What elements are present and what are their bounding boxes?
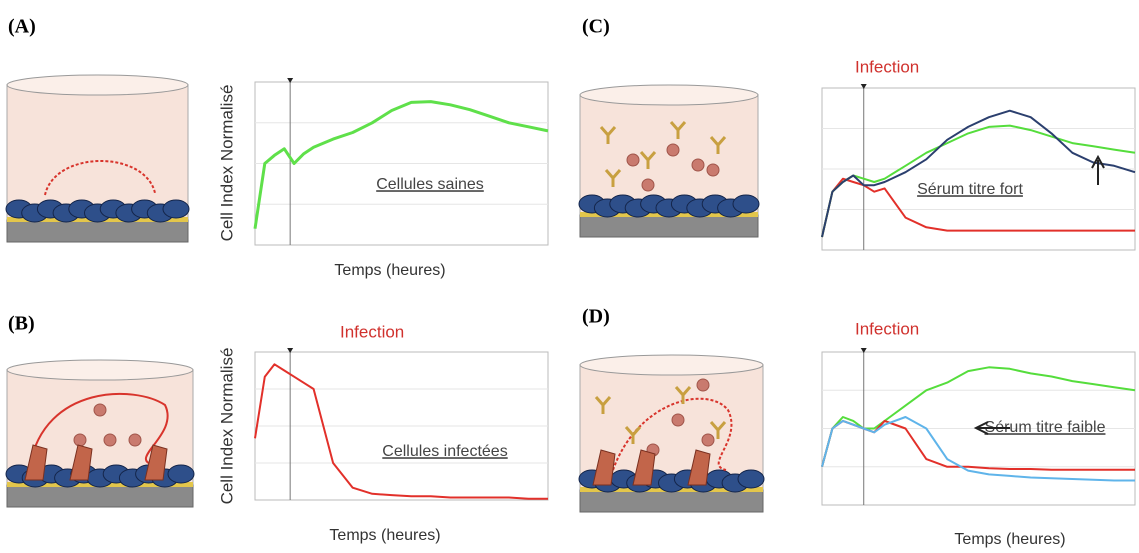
spread-outline <box>612 397 733 471</box>
antibody <box>674 386 692 404</box>
dish-base <box>6 219 189 243</box>
dish-base <box>579 214 759 238</box>
event-marker <box>860 84 867 89</box>
chart-title: Infection <box>855 319 919 338</box>
pointer-arrow <box>1091 154 1105 185</box>
virus <box>73 433 87 447</box>
chart-title: Infection <box>855 57 919 76</box>
dish-rim <box>579 84 759 106</box>
annotation: Sérum titre fort <box>917 181 1023 198</box>
antibody <box>594 396 612 414</box>
y-axis-label: Cell Index Normalisé <box>217 85 236 242</box>
infected-cell <box>69 444 93 481</box>
event-marker <box>860 348 867 353</box>
cell <box>162 199 190 219</box>
antibody <box>709 421 727 439</box>
infected-cell <box>144 444 168 481</box>
virus <box>626 153 640 167</box>
chart-title: Infection <box>340 322 404 341</box>
dish-base <box>6 484 194 508</box>
antibody <box>599 126 617 144</box>
cell <box>737 469 765 489</box>
pointer-arrow <box>973 421 1010 435</box>
annotation: Sérum titre faible <box>985 419 1106 436</box>
x-axis-label: Temps (heures) <box>954 531 1065 548</box>
virus <box>671 413 685 427</box>
cell <box>167 464 195 484</box>
infected-cell <box>592 449 616 486</box>
series-line <box>821 177 1135 238</box>
migration-arrow <box>44 160 156 196</box>
antibody <box>669 121 687 139</box>
illustration <box>578 354 765 513</box>
virus <box>691 158 705 172</box>
cell <box>732 194 760 214</box>
infected-cell <box>24 444 48 481</box>
illustration <box>578 84 760 238</box>
event-marker <box>287 78 294 83</box>
infected-cell <box>632 449 656 486</box>
spread-outline <box>29 392 169 466</box>
x-axis-label: Temps (heures) <box>329 527 440 544</box>
infected-cell <box>687 449 711 486</box>
series-line <box>254 363 548 500</box>
series-line <box>821 416 1135 482</box>
dish-rim <box>6 74 189 96</box>
dish-base <box>579 489 764 513</box>
antibody <box>709 136 727 154</box>
panel-label: (A) <box>8 16 36 38</box>
virus <box>128 433 142 447</box>
x-axis-label: Temps (heures) <box>334 262 445 279</box>
event-marker <box>287 348 294 353</box>
virus <box>93 403 107 417</box>
panel-label: (C) <box>582 16 610 38</box>
y-axis-label: Cell Index Normalisé <box>217 348 236 505</box>
dish-body <box>6 84 189 221</box>
annotation: Cellules infectées <box>382 443 507 460</box>
illustration <box>5 359 195 508</box>
series-line <box>821 109 1136 238</box>
virus <box>103 433 117 447</box>
antibody <box>604 169 622 187</box>
virus <box>696 378 710 392</box>
virus <box>701 433 715 447</box>
dish-rim <box>579 354 764 376</box>
panel-label: (D) <box>582 306 610 328</box>
annotation: Cellules saines <box>376 176 484 193</box>
antibody <box>639 151 657 169</box>
antibody <box>624 426 642 444</box>
virus <box>666 143 680 157</box>
panel-label: (B) <box>8 313 35 335</box>
series-line <box>821 366 1136 468</box>
virus <box>641 178 655 192</box>
virus <box>706 163 720 177</box>
illustration <box>5 74 190 243</box>
series-line <box>253 100 549 229</box>
dish-rim <box>6 359 194 381</box>
